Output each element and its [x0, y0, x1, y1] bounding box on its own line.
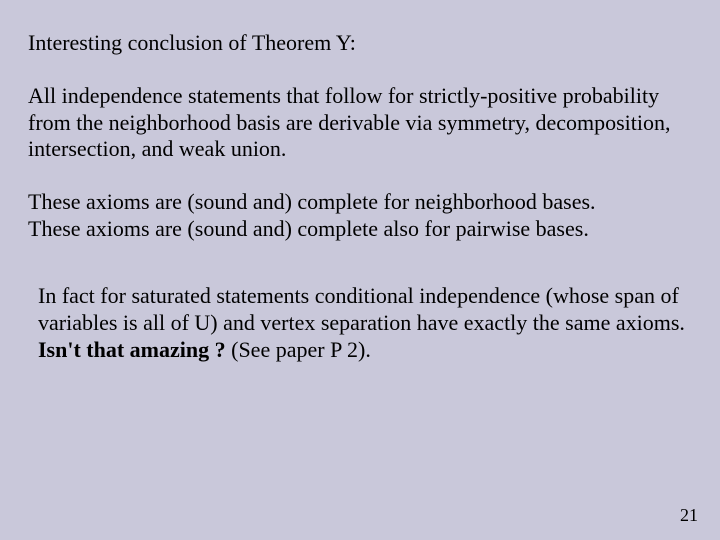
paragraph-1: All independence statements that follow …: [28, 83, 692, 163]
page-number: 21: [680, 505, 698, 526]
paragraph-2: These axioms are (sound and) complete fo…: [28, 189, 692, 243]
paragraph-2-line-1: These axioms are (sound and) complete fo…: [28, 189, 596, 214]
paragraph-2-line-2: These axioms are (sound and) complete al…: [28, 216, 589, 241]
paragraph-3-pre: In fact for saturated statements conditi…: [38, 283, 685, 335]
paragraph-3: In fact for saturated statements conditi…: [28, 283, 692, 363]
slide: Interesting conclusion of Theorem Y: All…: [0, 0, 720, 540]
heading: Interesting conclusion of Theorem Y:: [28, 30, 692, 57]
paragraph-3-post: (See paper P 2).: [226, 337, 371, 362]
paragraph-3-bold: Isn't that amazing ?: [38, 337, 226, 362]
